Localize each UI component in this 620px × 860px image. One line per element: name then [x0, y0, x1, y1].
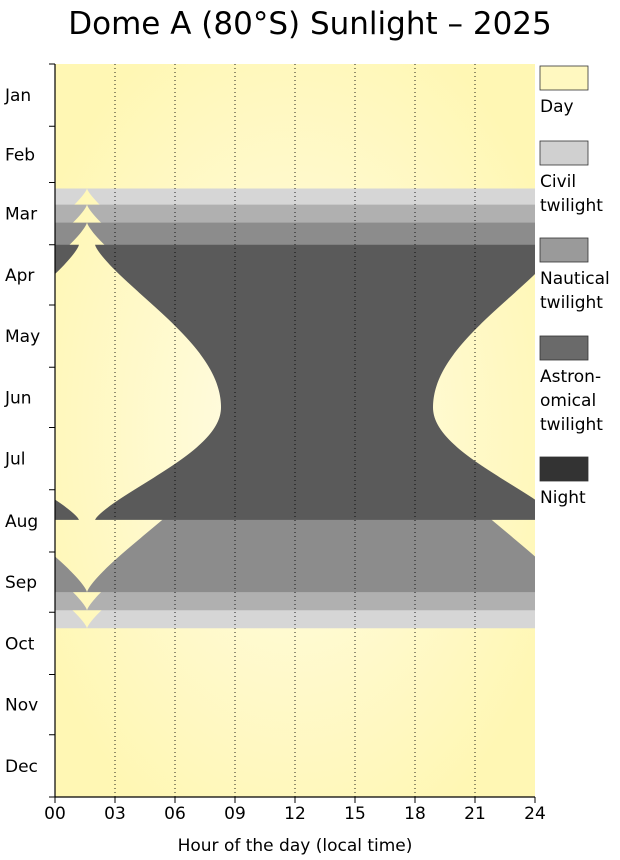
legend-swatch [539, 237, 589, 263]
x-axis-label: Hour of the day (local time) [178, 836, 413, 856]
x-tick-label: 15 [344, 804, 366, 824]
x-tick-label: 00 [44, 804, 66, 824]
month-label: Feb [5, 145, 35, 165]
month-label: Mar [5, 205, 37, 225]
month-label: Sep [5, 573, 37, 593]
legend-label: Day [540, 97, 574, 117]
month-label: Jan [4, 86, 31, 106]
month-label: Jun [4, 388, 32, 408]
month-label: Jul [4, 450, 26, 470]
x-tick-label: 18 [404, 804, 426, 824]
chart-title: Dome A (80°S) Sunlight – 2025 [68, 6, 552, 42]
x-tick-label: 12 [284, 804, 306, 824]
night-region [55, 244, 535, 520]
x-tick-label: 06 [164, 804, 186, 824]
legend-swatch [539, 140, 589, 166]
x-tick-label: 24 [524, 804, 546, 824]
legend-label: twilight [540, 196, 603, 216]
x-tick-label: 03 [104, 804, 126, 824]
month-label: Aug [5, 512, 38, 532]
month-label: May [5, 327, 40, 347]
legend-swatch [539, 456, 589, 482]
legend-label: omical [540, 391, 596, 411]
x-tick-label: 09 [224, 804, 246, 824]
legend-item: Civil twilight [539, 140, 603, 216]
x-tick-label: 21 [464, 804, 486, 824]
legend-swatch [539, 335, 589, 361]
plot-area [55, 64, 535, 797]
legend-label: twilight [540, 415, 603, 435]
legend-label: Nautical [540, 269, 610, 289]
legend-item: Astron-omical twilight [539, 335, 603, 435]
legend-swatch [539, 65, 589, 91]
month-label: Nov [5, 696, 38, 716]
legend-item: Day [539, 65, 589, 117]
night-region-shape [95, 244, 535, 520]
month-label: Dec [5, 757, 38, 777]
legend-item: Nautical twilight [539, 237, 610, 313]
legend-label: Night [540, 488, 586, 508]
legend-item: Night [539, 456, 589, 508]
month-label: Apr [5, 266, 34, 286]
legend-label: Civil [540, 172, 576, 192]
month-label: Oct [5, 634, 35, 654]
legend-label: twilight [540, 293, 603, 313]
legend-label: Astron- [540, 367, 601, 387]
